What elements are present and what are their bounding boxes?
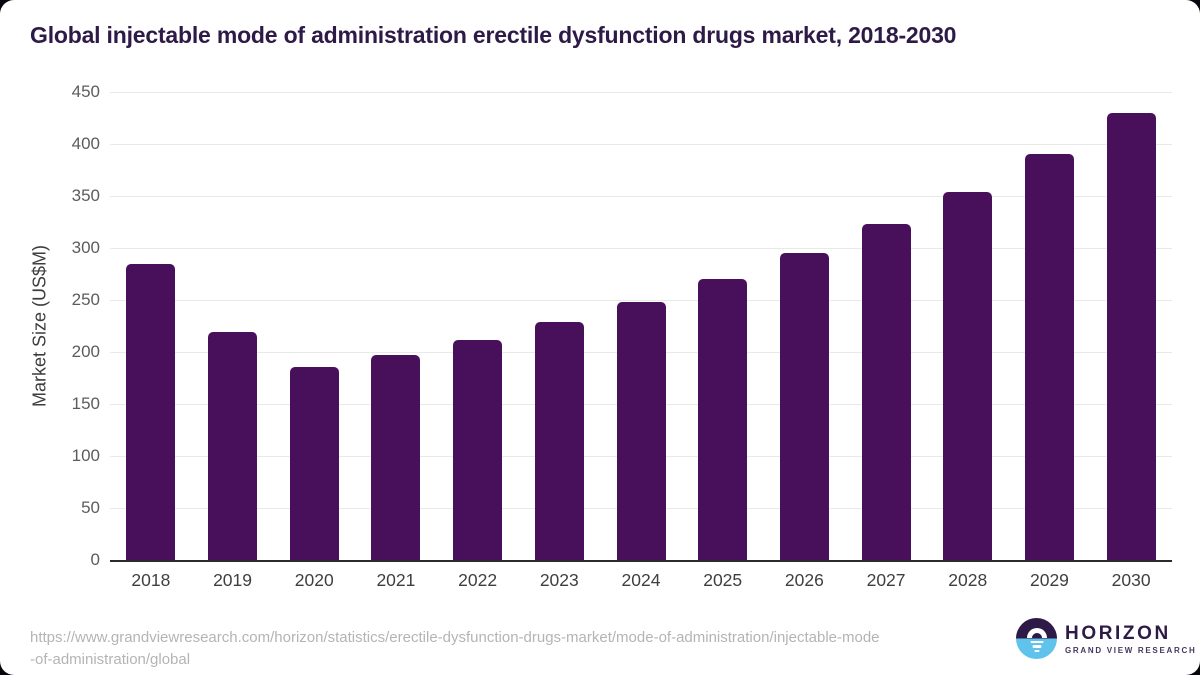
y-tick-50: 50 bbox=[81, 498, 100, 517]
gridline-250 bbox=[110, 300, 1172, 301]
source-url: https://www.grandviewresearch.com/horizo… bbox=[30, 627, 880, 671]
sun-arch-icon bbox=[1026, 628, 1047, 638]
y-tick-450: 450 bbox=[71, 82, 100, 101]
x-label-2022: 2022 bbox=[458, 570, 498, 590]
bar-2019 bbox=[208, 332, 258, 560]
y-tick-100: 100 bbox=[71, 446, 100, 465]
x-label-2023: 2023 bbox=[539, 570, 579, 590]
water-ripple-icon bbox=[1034, 649, 1039, 652]
water-ripple-icon bbox=[1030, 640, 1043, 643]
x-label-2026: 2026 bbox=[784, 570, 824, 590]
gridline-400 bbox=[110, 144, 1172, 145]
bar-2025 bbox=[698, 279, 748, 560]
bar-2020 bbox=[289, 366, 339, 560]
plot-area bbox=[110, 92, 1172, 562]
x-label-2018: 2018 bbox=[131, 570, 171, 590]
y-axis-title: Market Size (US$M) bbox=[29, 244, 50, 408]
y-tick-300: 300 bbox=[71, 238, 100, 257]
y-tick-250: 250 bbox=[71, 290, 100, 309]
bar-2028 bbox=[943, 191, 993, 560]
gridline-450 bbox=[110, 92, 1172, 93]
x-label-2025: 2025 bbox=[703, 570, 743, 590]
x-label-2019: 2019 bbox=[213, 570, 252, 590]
bar-2029 bbox=[1024, 154, 1074, 560]
logo-text: HORIZON GRAND VIEW RESEARCH bbox=[1065, 622, 1197, 656]
bar-2022 bbox=[453, 339, 503, 560]
horizon-sun-icon bbox=[1016, 618, 1057, 659]
x-label-2030: 2030 bbox=[1111, 570, 1151, 590]
x-label-2028: 2028 bbox=[948, 570, 988, 590]
water-ripple-icon bbox=[1032, 645, 1041, 648]
x-label-2027: 2027 bbox=[866, 570, 906, 590]
bar-2030 bbox=[1106, 112, 1156, 560]
x-label-2020: 2020 bbox=[294, 570, 334, 590]
x-label-2029: 2029 bbox=[1029, 570, 1069, 590]
bar-2021 bbox=[371, 355, 421, 560]
source-url-line2: -of-administration/global bbox=[30, 651, 191, 668]
bar-2027 bbox=[861, 224, 911, 560]
source-url-line1: https://www.grandviewresearch.com/horizo… bbox=[30, 629, 880, 646]
bar-2026 bbox=[779, 253, 829, 560]
gridline-350 bbox=[110, 196, 1172, 197]
gridline-300 bbox=[110, 248, 1172, 249]
bar-2018 bbox=[126, 263, 176, 560]
chart-title: Global injectable mode of administration… bbox=[30, 22, 957, 48]
y-tick-350: 350 bbox=[71, 186, 100, 205]
y-tick-400: 400 bbox=[71, 134, 100, 153]
y-tick-150: 150 bbox=[71, 394, 100, 413]
x-label-2021: 2021 bbox=[376, 570, 416, 590]
logo-name: HORIZON bbox=[1065, 623, 1171, 644]
horizon-logo: HORIZON GRAND VIEW RESEARCH bbox=[1016, 618, 1196, 659]
logo-subtitle: GRAND VIEW RESEARCH bbox=[1065, 646, 1197, 655]
x-label-2024: 2024 bbox=[621, 570, 661, 590]
bar-2024 bbox=[616, 302, 666, 560]
bar-2023 bbox=[534, 321, 584, 560]
y-tick-0: 0 bbox=[90, 550, 100, 569]
y-tick-200: 200 bbox=[71, 342, 100, 361]
